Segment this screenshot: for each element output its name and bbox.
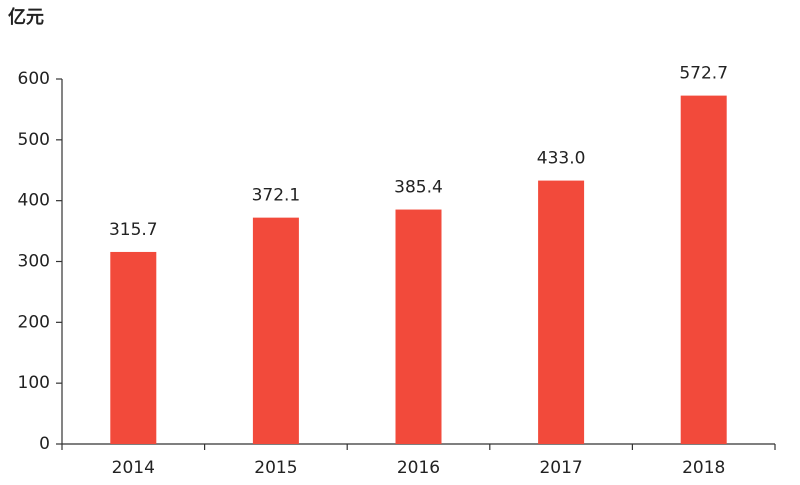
y-tick-label: 0 [39, 434, 50, 454]
y-axis-label: 亿元 [8, 6, 44, 28]
value-label: 372.1 [252, 186, 301, 206]
bar [110, 251, 157, 444]
bar [395, 209, 442, 444]
y-tick-label: 500 [18, 130, 50, 150]
value-label: 385.4 [394, 178, 443, 198]
bar [252, 217, 299, 444]
x-tick-label: 2017 [539, 458, 582, 478]
y-tick-label: 400 [18, 191, 50, 211]
value-label: 433.0 [537, 149, 586, 169]
x-tick-label: 2015 [254, 458, 297, 478]
y-tick-label: 200 [18, 312, 50, 332]
bar [538, 180, 585, 444]
x-tick-label: 2018 [682, 458, 725, 478]
value-label: 572.7 [679, 64, 728, 84]
x-tick-label: 2016 [397, 458, 440, 478]
bar [680, 95, 727, 445]
value-label: 315.7 [109, 220, 158, 240]
y-tick-label: 100 [18, 373, 50, 393]
x-tick-label: 2014 [112, 458, 155, 478]
y-tick-label: 300 [18, 252, 50, 272]
y-tick-label: 600 [18, 69, 50, 89]
